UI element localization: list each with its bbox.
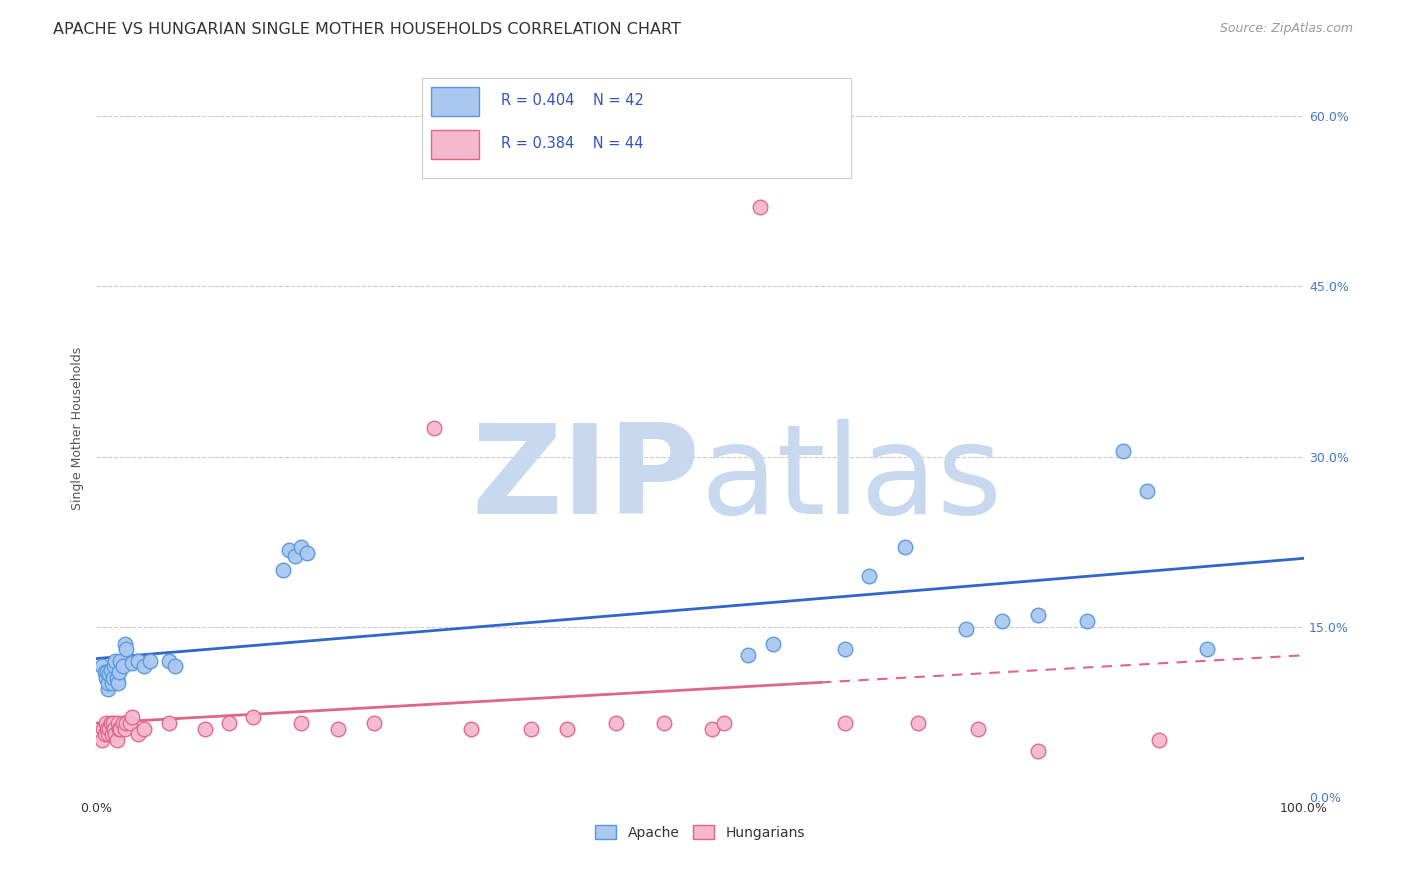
Point: [967, 722, 990, 736]
Point: [1026, 744, 1049, 758]
Point: [1076, 614, 1098, 628]
Point: [134, 659, 156, 673]
Point: [118, 716, 141, 731]
Point: [858, 568, 880, 582]
Point: [1026, 608, 1049, 623]
Point: [93, 727, 115, 741]
Point: [834, 642, 856, 657]
Point: [100, 676, 122, 690]
Point: [105, 671, 128, 685]
FancyBboxPatch shape: [430, 129, 479, 159]
Point: [101, 716, 124, 731]
Point: [297, 546, 319, 560]
Point: [652, 716, 675, 731]
Point: [115, 716, 138, 731]
Point: [98, 667, 121, 681]
Point: [520, 722, 543, 736]
Point: [97, 727, 120, 741]
Point: [194, 722, 217, 736]
Y-axis label: Single Mother Households: Single Mother Households: [72, 347, 84, 510]
Point: [713, 716, 735, 731]
Point: [91, 733, 114, 747]
Point: [104, 727, 127, 741]
Point: [761, 637, 783, 651]
Point: [163, 659, 186, 673]
Point: [105, 733, 128, 747]
Point: [991, 614, 1014, 628]
Point: [108, 654, 131, 668]
Point: [94, 671, 117, 685]
Point: [91, 659, 114, 673]
Point: [107, 676, 129, 690]
Point: [218, 716, 240, 731]
Point: [907, 716, 929, 731]
Point: [96, 722, 118, 736]
Point: [284, 549, 307, 564]
Point: [94, 716, 117, 731]
Legend: Apache, Hungarians: Apache, Hungarians: [591, 819, 810, 845]
Point: [157, 654, 180, 668]
Point: [103, 722, 125, 736]
Point: [1136, 483, 1159, 498]
FancyBboxPatch shape: [430, 87, 479, 116]
Text: APACHE VS HUNGARIAN SINGLE MOTHER HOUSEHOLDS CORRELATION CHART: APACHE VS HUNGARIAN SINGLE MOTHER HOUSEH…: [53, 22, 682, 37]
Point: [100, 716, 122, 731]
Point: [423, 421, 446, 435]
Text: Source: ZipAtlas.com: Source: ZipAtlas.com: [1219, 22, 1353, 36]
FancyBboxPatch shape: [422, 78, 851, 178]
Point: [96, 665, 118, 679]
Point: [834, 716, 856, 731]
Point: [1112, 443, 1135, 458]
Point: [121, 710, 143, 724]
Point: [93, 665, 115, 679]
Point: [100, 663, 122, 677]
Text: ZIP: ZIP: [471, 419, 700, 541]
Point: [114, 722, 136, 736]
Point: [278, 542, 301, 557]
Point: [894, 541, 917, 555]
Point: [107, 716, 129, 731]
Point: [139, 654, 162, 668]
Point: [134, 722, 156, 736]
Point: [104, 654, 127, 668]
Text: R = 0.404    N = 42: R = 0.404 N = 42: [501, 93, 644, 108]
Point: [97, 681, 120, 696]
Point: [114, 637, 136, 651]
Point: [98, 722, 121, 736]
Point: [1147, 733, 1170, 747]
Point: [271, 563, 294, 577]
Point: [111, 659, 134, 673]
Point: [91, 722, 114, 736]
Point: [101, 671, 124, 685]
Point: [737, 648, 759, 662]
Point: [290, 716, 312, 731]
Point: [108, 722, 131, 736]
Point: [242, 710, 264, 724]
Point: [115, 642, 138, 657]
Point: [157, 716, 180, 731]
Point: [108, 722, 131, 736]
Point: [127, 727, 149, 741]
Point: [702, 722, 724, 736]
Point: [955, 622, 977, 636]
Point: [605, 716, 627, 731]
Point: [1197, 642, 1219, 657]
Point: [97, 676, 120, 690]
Text: atlas: atlas: [700, 419, 1002, 541]
Point: [290, 541, 312, 555]
Text: R = 0.384    N = 44: R = 0.384 N = 44: [501, 136, 643, 151]
Point: [100, 727, 122, 741]
Point: [111, 716, 134, 731]
Point: [103, 659, 125, 673]
Point: [749, 200, 772, 214]
Point: [127, 654, 149, 668]
Point: [108, 665, 131, 679]
Point: [460, 722, 482, 736]
Point: [121, 656, 143, 670]
Point: [363, 716, 385, 731]
Point: [326, 722, 349, 736]
Point: [555, 722, 578, 736]
